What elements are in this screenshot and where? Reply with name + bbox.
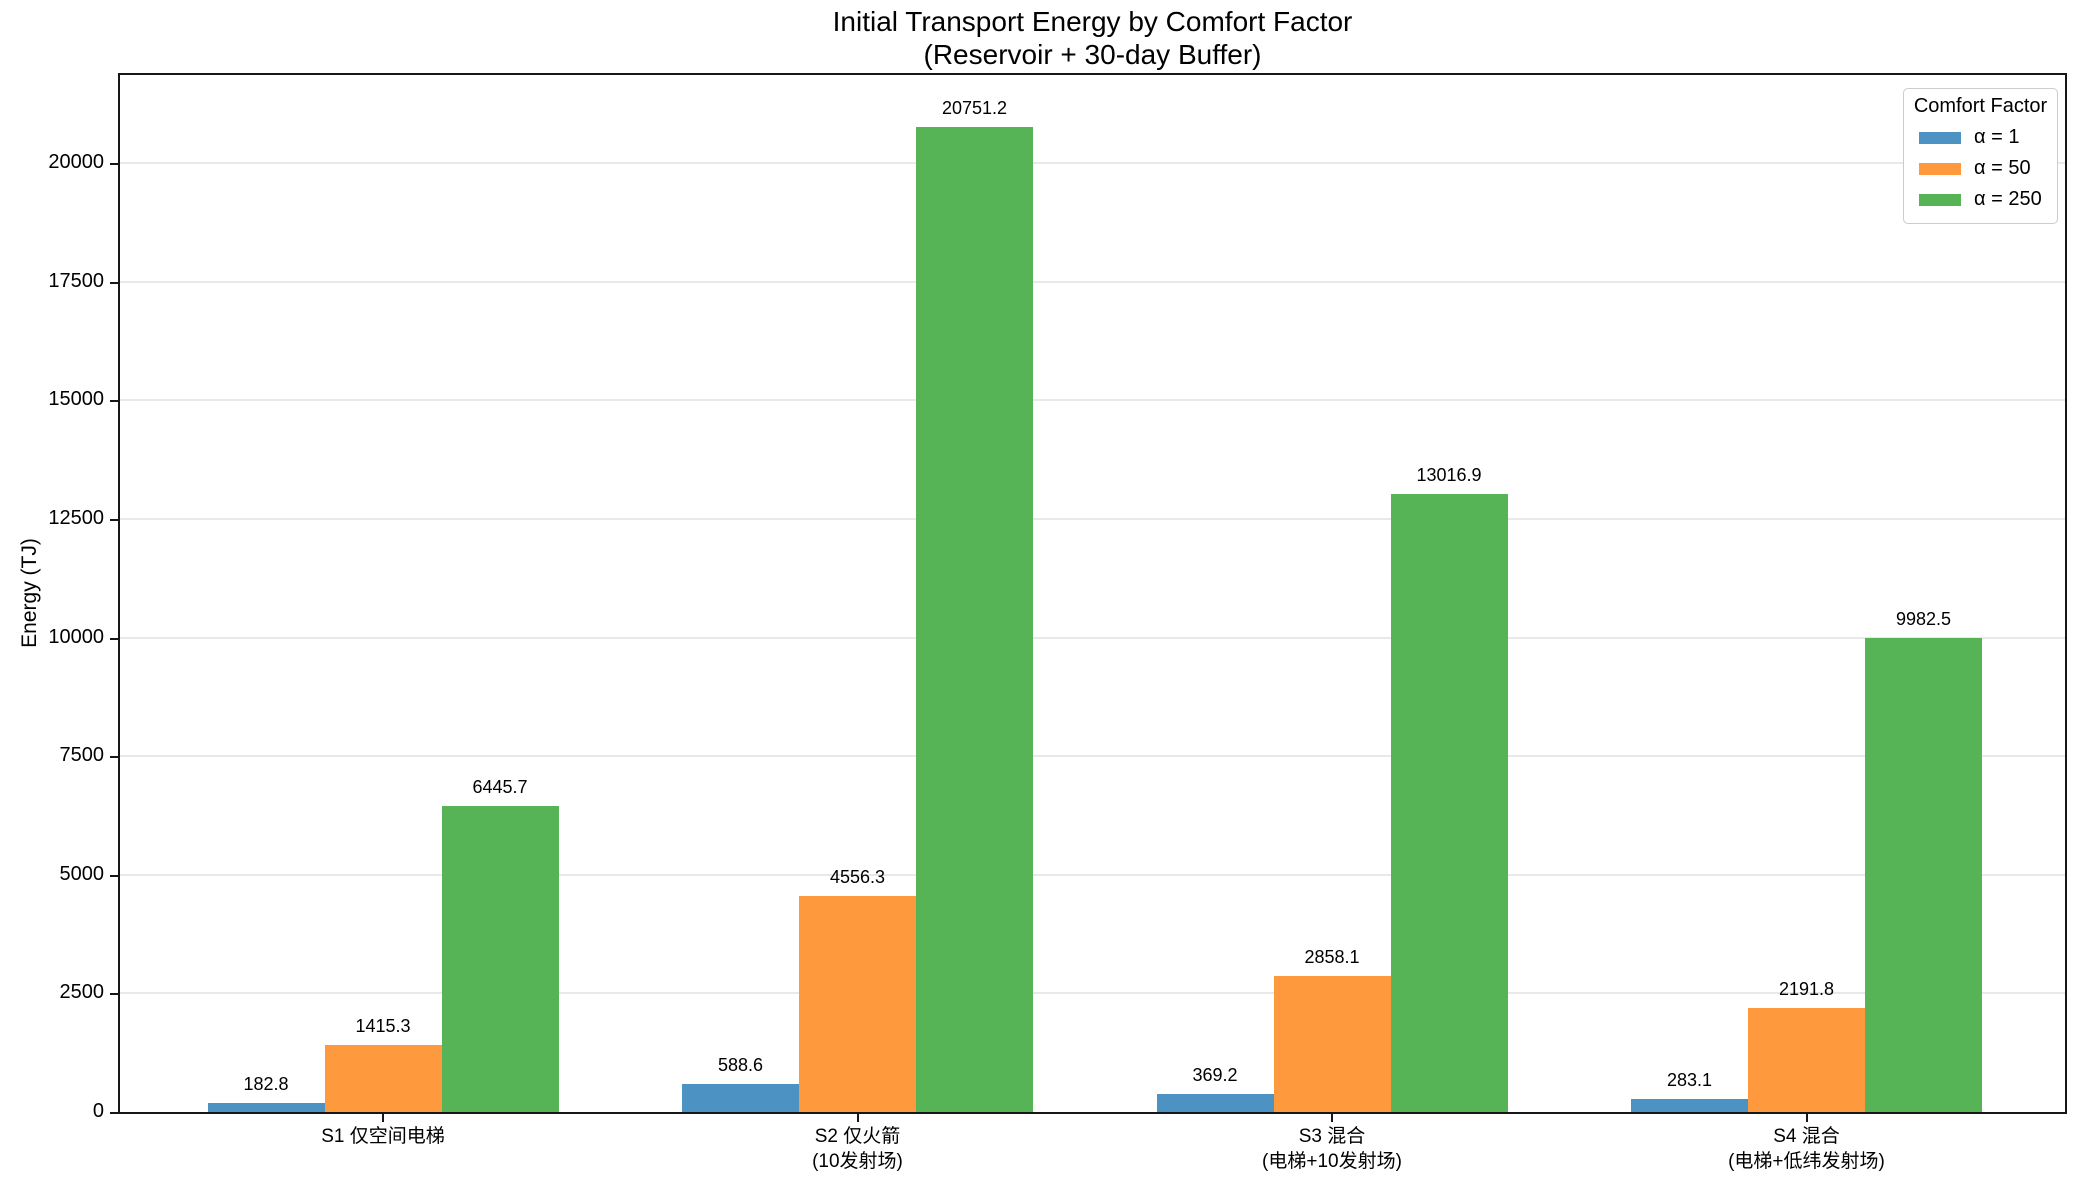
x-tick-mark-3 — [1331, 1114, 1333, 1122]
x-tick-label-line: (10发射场) — [812, 1150, 903, 1172]
y-tick-label-2500: 2500 — [59, 981, 105, 1004]
legend-swatch-icon — [1919, 193, 1961, 206]
x-tick-label-line: S3 混合 — [1298, 1126, 1366, 1147]
bar-α=1-group3 — [1156, 1094, 1274, 1112]
gridline-5000 — [120, 873, 2065, 876]
x-tick-label-4: S4 混合 (电梯+低纬发射场) — [1597, 1125, 2017, 1174]
y-tick-label-5000: 5000 — [59, 862, 105, 885]
bar-α=50-group4 — [1748, 1008, 1865, 1112]
x-tick-mark-4 — [1805, 1114, 1808, 1122]
bar-value-label: 1415.3 — [355, 1015, 411, 1036]
bar-value-label: 182.8 — [243, 1074, 289, 1095]
bar-α=250-group2 — [916, 127, 1033, 1112]
chart-title-line2: (Reservoir + 30-day Buffer) — [923, 39, 1262, 71]
bar-α=250-group4 — [1865, 638, 1982, 1112]
x-tick-label-line: (电梯+低纬发射场) — [1728, 1150, 1885, 1172]
legend-label: α = 50 — [1974, 157, 2031, 179]
bar-α=50-group3 — [1273, 976, 1391, 1112]
bar-value-label: 20751.2 — [941, 98, 1008, 119]
x-tick-label-line: S1 仅空间电梯 — [321, 1126, 445, 1147]
chart-title-line1: Initial Transport Energy by Comfort Fact… — [832, 6, 1353, 37]
gridline-20000 — [120, 162, 2065, 165]
gridline-15000 — [120, 399, 2065, 402]
gridline-17500 — [120, 280, 2065, 283]
y-tick-label-0: 0 — [92, 1100, 104, 1122]
bar-α=250-group1 — [441, 806, 559, 1112]
chart-title: Initial Transport Energy by Comfort Fact… — [120, 5, 2065, 71]
legend-title: Comfort Factor — [1913, 95, 2048, 117]
bar-value-label: 4556.3 — [829, 866, 886, 887]
y-tick-mark-12500 — [110, 518, 118, 521]
y-tick-label-20000: 20000 — [48, 151, 104, 174]
bar-α=250-group3 — [1390, 494, 1508, 1112]
legend-row-3: α = 250 — [1904, 184, 2057, 215]
x-tick-mark-1 — [382, 1114, 384, 1122]
gridline-7500 — [120, 755, 2065, 758]
y-tick-mark-2500 — [110, 993, 118, 996]
legend-row-2: α = 50 — [1904, 153, 2057, 184]
y-tick-mark-0 — [110, 1112, 118, 1114]
y-tick-label-10000: 10000 — [48, 625, 104, 648]
bar-value-label: 9982.5 — [1895, 609, 1952, 630]
gridline-10000 — [120, 636, 2065, 639]
bar-value-label: 6445.7 — [472, 777, 528, 798]
bar-value-label: 13016.9 — [1416, 465, 1482, 486]
x-tick-label-line: (电梯+10发射场) — [1262, 1150, 1402, 1172]
bar-value-label: 2191.8 — [1778, 979, 1835, 1000]
y-tick-label-15000: 15000 — [48, 388, 104, 411]
x-tick-label-line: S2 仅火箭 — [814, 1126, 901, 1147]
bar-value-label: 283.1 — [1666, 1069, 1713, 1090]
legend-label: α = 250 — [1974, 188, 2042, 210]
legend-row-1: α = 1 — [1904, 122, 2057, 153]
legend: Comfort Factor α = 1 α = 50 α = 250 — [1903, 88, 2058, 224]
x-tick-label-line: S4 混合 — [1773, 1126, 1840, 1147]
y-tick-mark-10000 — [110, 637, 118, 640]
y-tick-label-17500: 17500 — [48, 269, 104, 292]
bar-α=1-group4 — [1631, 1098, 1748, 1112]
x-tick-label-3: S3 混合 (电梯+10发射场) — [1122, 1125, 1542, 1174]
x-tick-label-2: S2 仅火箭 (10发射场) — [648, 1125, 1068, 1174]
plot-area: 182.8 588.6 369.2 283.1 1415.3 4556.3 2858.1 21… — [118, 73, 2067, 1114]
legend-swatch-icon — [1919, 162, 1961, 175]
bar-α=1-group1 — [207, 1103, 325, 1112]
legend-swatch-icon — [1919, 131, 1961, 144]
bar-value-label: 588.6 — [717, 1055, 764, 1076]
bar-α=50-group1 — [324, 1044, 442, 1112]
y-tick-mark-7500 — [110, 756, 118, 759]
y-tick-mark-5000 — [110, 874, 118, 877]
bar-α=1-group2 — [682, 1084, 799, 1112]
bar-value-label: 369.2 — [1192, 1065, 1238, 1086]
y-tick-label-12500: 12500 — [48, 506, 104, 529]
bar-α=50-group2 — [799, 895, 916, 1112]
x-tick-mark-2 — [856, 1114, 859, 1122]
y-tick-mark-17500 — [110, 281, 118, 284]
x-tick-label-1: S1 仅空间电梯 — [173, 1125, 593, 1150]
legend-rows: α = 1 α = 50 α = 250 — [1904, 122, 2057, 215]
y-tick-mark-20000 — [110, 163, 118, 166]
bar-value-label: 2858.1 — [1304, 947, 1360, 968]
y-tick-label-7500: 7500 — [59, 744, 105, 767]
y-tick-mark-15000 — [110, 400, 118, 403]
gridline-2500 — [120, 992, 2065, 995]
gridline-12500 — [120, 517, 2065, 520]
legend-label: α = 1 — [1974, 126, 2020, 148]
